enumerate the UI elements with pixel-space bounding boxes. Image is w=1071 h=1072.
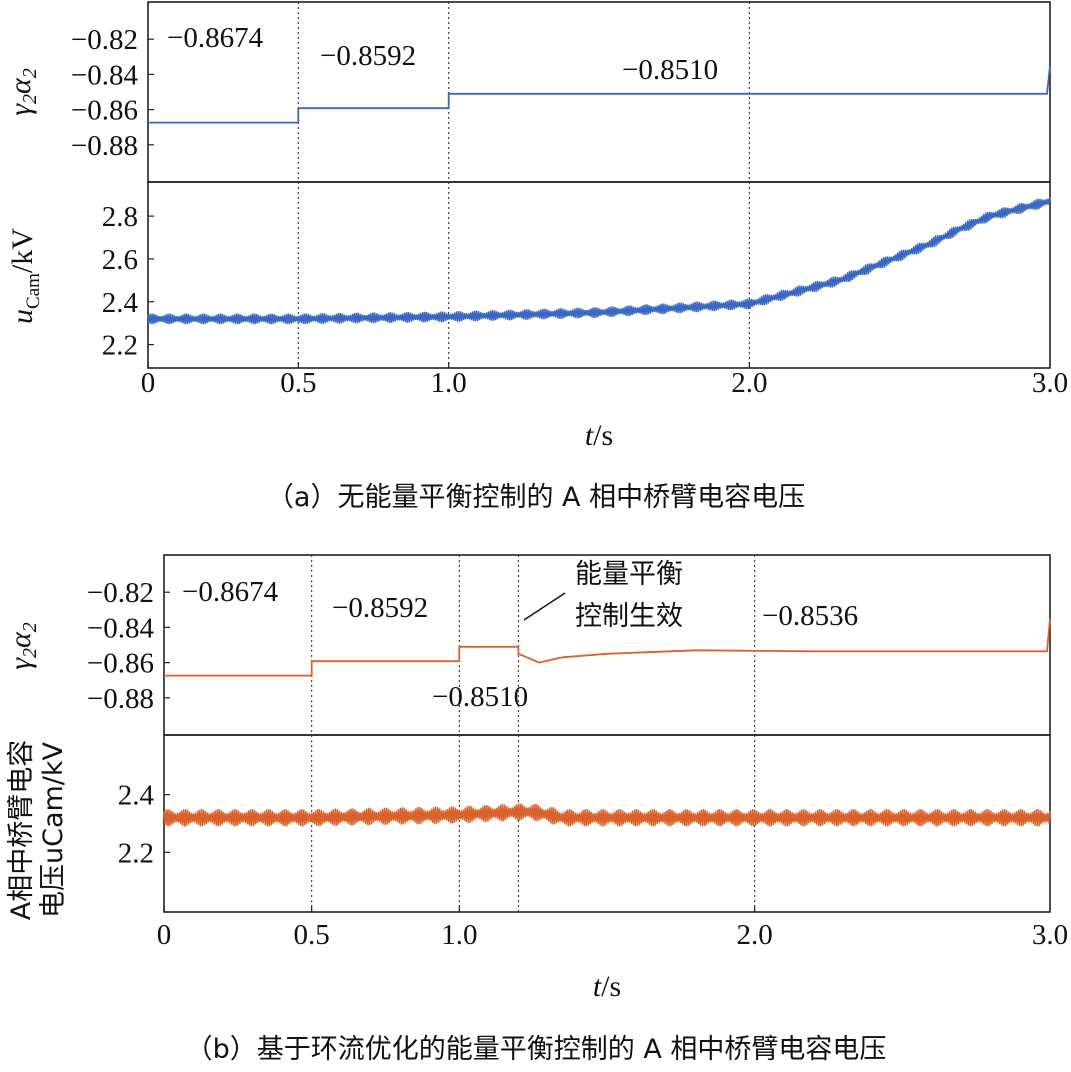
chart-a-voltage-ylabel: uCam/kV [6, 228, 44, 324]
chart-a-gamma-series-line [148, 65, 1051, 124]
x-tick-label-1: 0.5 [294, 919, 330, 951]
chart-b-voltage-ylabel-line2: 电压uCam/kV [38, 741, 69, 918]
chart-b-annotation-2: −0.8592 [332, 592, 428, 624]
chart-b-caption: （b）基于环流优化的能量平衡控制的 A 相中桥臂电容电压 [186, 1034, 887, 1065]
x-tick-label-2: 1.0 [441, 919, 477, 951]
chart-b-gamma-y-ticks: −0.88−0.86 −0.84−0.82 [87, 577, 170, 715]
x-tick-label-4: 3.0 [1032, 919, 1068, 951]
chart-a-gamma-ylabel: γ2α2 [4, 68, 41, 116]
y-tick-label-1: −0.86 [87, 648, 154, 680]
chart-a-voltage-panel-frame [147, 181, 1051, 369]
chart-b-voltage-series-line [163, 803, 1051, 827]
chart-a-caption: （a）无能量平衡控制的 A 相中桥臂电容电压 [267, 482, 805, 513]
y-tick-label-3: −0.82 [71, 24, 138, 56]
x-tick-label-3: 2.0 [737, 919, 773, 951]
chart-a-x-ticks: 0 0.5 1.0 2.0 3.0 [141, 362, 1068, 399]
chart-b-annotation-1: −0.8674 [182, 576, 279, 608]
x-tick-label-1: 0.5 [280, 367, 316, 399]
y-tick-label-3: −0.82 [87, 577, 154, 609]
chart-a-voltage-series-line [147, 197, 1051, 325]
y-tick-label-0: 2.8 [102, 201, 138, 233]
chart-b-callout-line1: 能量平衡 [575, 559, 683, 590]
chart-a-voltage-y-ticks: 2.8 2.6 2.4 2.2 [102, 201, 154, 362]
chart-b-voltage-panel-frame [163, 734, 1051, 913]
x-tick-label-3: 2.0 [731, 367, 767, 399]
y-tick-label-1: 2.2 [118, 837, 154, 869]
chart-a-gamma-panel-frame [147, 1, 1051, 183]
chart-b-callout-line2: 控制生效 [575, 601, 683, 632]
y-tick-label-2: −0.84 [71, 59, 139, 91]
y-tick-label-0: 2.4 [118, 780, 155, 812]
y-tick-label-2: −0.84 [87, 612, 155, 644]
y-tick-label-1: −0.86 [71, 95, 138, 127]
chart-b-callout-pointer [523, 592, 566, 621]
chart-a: −0.88−0.86 −0.84−0.82 2.8 2.6 2.4 2.2 0 0.5 1.… [4, 1, 1068, 513]
y-tick-label-2: 2.4 [102, 287, 139, 319]
x-tick-label-4: 3.0 [1032, 367, 1068, 399]
chart-b-annotation-4: −0.8536 [762, 600, 858, 632]
chart-b: −0.88−0.86 −0.84−0.82 2.4 2.2 0 0.5 1.0 2.0 3.… [4, 554, 1068, 1065]
x-tick-label-0: 0 [157, 919, 172, 951]
y-tick-label-1: 2.6 [102, 244, 138, 276]
chart-b-x-ticks: 0 0.5 1.0 2.0 3.0 [157, 906, 1068, 951]
chart-b-voltage-ylabel-line1: A相中桥臂电容 [6, 740, 37, 920]
chart-b-voltage-y-ticks: 2.4 2.2 [118, 780, 170, 869]
chart-a-xlabel: t/s [585, 419, 613, 452]
chart-b-gamma-series-line [164, 618, 1051, 677]
chart-b-gamma-ylabel: γ2α2 [4, 622, 41, 670]
y-tick-label-0: −0.88 [71, 130, 138, 162]
chart-a-annotation-2: −0.8592 [320, 40, 416, 72]
chart-a-annotation-1: −0.8674 [167, 22, 264, 54]
chart-a-annotation-3: −0.8510 [622, 54, 718, 86]
chart-a-gamma-y-ticks: −0.88−0.86 −0.84−0.82 [71, 24, 154, 162]
x-tick-label-0: 0 [141, 367, 156, 399]
y-tick-label-0: −0.88 [87, 683, 154, 715]
x-tick-label-2: 1.0 [431, 367, 467, 399]
y-tick-label-3: 2.2 [102, 330, 138, 362]
chart-a-marker-lines [297, 2, 750, 368]
chart-b-xlabel: t/s [593, 970, 621, 1003]
chart-b-annotation-3: −0.8510 [432, 681, 528, 713]
